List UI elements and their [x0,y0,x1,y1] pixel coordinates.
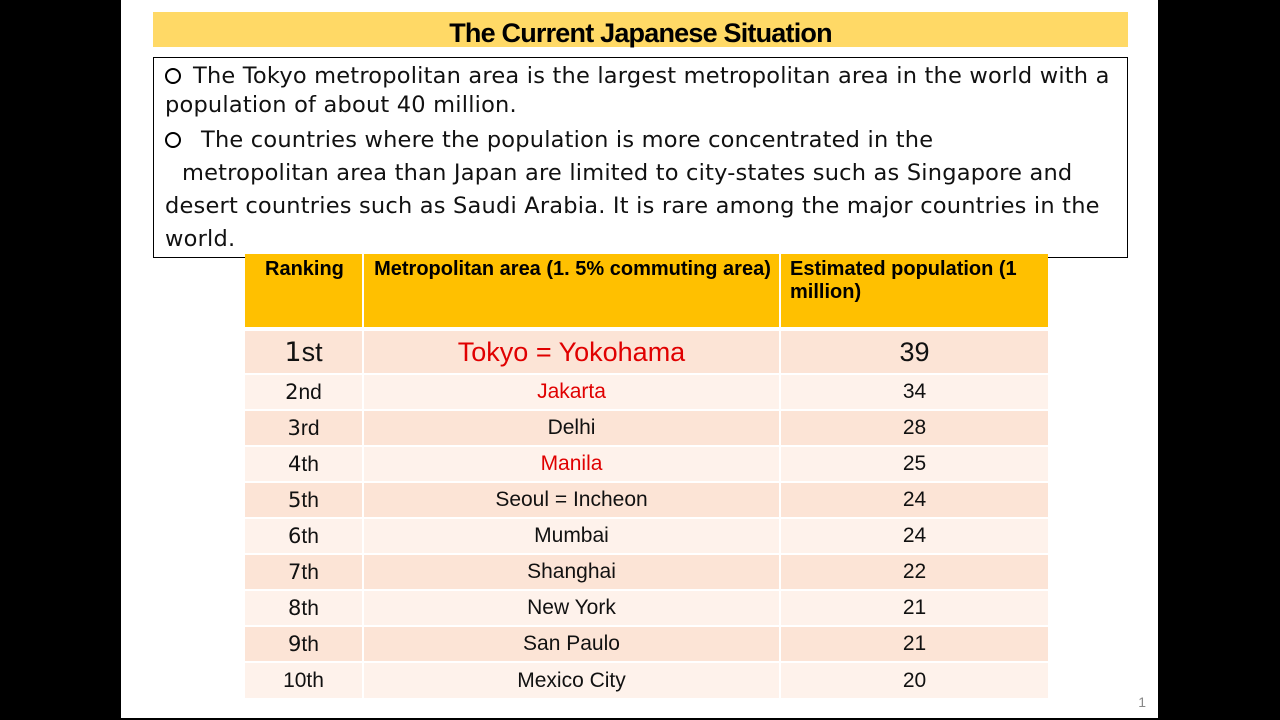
population-cell: 25 [780,445,1048,482]
header-estimated-population: Estimated population (1 million) [780,254,1048,329]
area-cell: Tokyo = Yokohama [363,327,781,374]
area-cell: Manila [363,445,781,482]
population-cell: 20 [780,661,1048,698]
table-row: 4th Manila 25 [245,445,1048,482]
circle-bullet-icon [165,68,181,84]
table-row: 9th San Paulo 21 [245,625,1048,662]
table-row: 3rd Delhi 28 [245,409,1048,446]
table-row: 10th Mexico City 20 [245,661,1048,698]
area-cell: Jakarta [363,373,781,410]
area-cell: Mumbai [363,517,781,554]
area-cell: Mexico City [363,661,781,698]
rank-cell: 2nd [245,373,364,410]
population-cell: 24 [780,517,1048,554]
table-row: 7th Shanghai 22 [245,553,1048,590]
rank-cell: 3rd [245,409,364,446]
rank-cell: 1st [245,327,364,374]
table-header-row: Ranking Metropolitan area (1. 5% commuti… [245,254,1048,329]
circle-bullet-icon [165,132,181,148]
header-ranking: Ranking [245,254,364,329]
rank-cell: 7th [245,553,364,590]
rank-cell: 10th [245,661,364,698]
table-row: 2nd Jakarta 34 [245,373,1048,410]
page-number: 1 [1138,694,1146,710]
population-cell: 22 [780,553,1048,590]
rank-cell: 5th [245,481,364,518]
slide: The Current Japanese Situation The Tokyo… [121,0,1158,718]
population-cell: 21 [780,625,1048,662]
area-cell: Seoul = Incheon [363,481,781,518]
area-cell: San Paulo [363,625,781,662]
rank-cell: 6th [245,517,364,554]
metropolitan-ranking-table: Ranking Metropolitan area (1. 5% commuti… [245,254,1048,698]
table-row: 6th Mumbai 24 [245,517,1048,554]
population-cell: 34 [780,373,1048,410]
rank-cell: 9th [245,625,364,662]
table-row: 5th Seoul = Incheon 24 [245,481,1048,518]
intro-text-box: The Tokyo metropolitan area is the large… [153,57,1128,258]
slide-title: The Current Japanese Situation [153,12,1128,48]
population-cell: 21 [780,589,1048,626]
table-row: 1st Tokyo = Yokohama 39 [245,327,1048,374]
table-row: 8th New York 21 [245,589,1048,626]
population-cell: 39 [780,327,1048,374]
rank-cell: 4th [245,445,364,482]
area-cell: Delhi [363,409,781,446]
rank-cell: 8th [245,589,364,626]
population-cell: 24 [780,481,1048,518]
population-cell: 28 [780,409,1048,446]
header-metropolitan-area: Metropolitan area (1. 5% commuting area) [363,254,781,329]
intro-paragraph-2: The countries where the population is mo… [165,127,1100,252]
intro-paragraph-1: The Tokyo metropolitan area is the large… [165,63,1110,118]
area-cell: New York [363,589,781,626]
area-cell: Shanghai [363,553,781,590]
